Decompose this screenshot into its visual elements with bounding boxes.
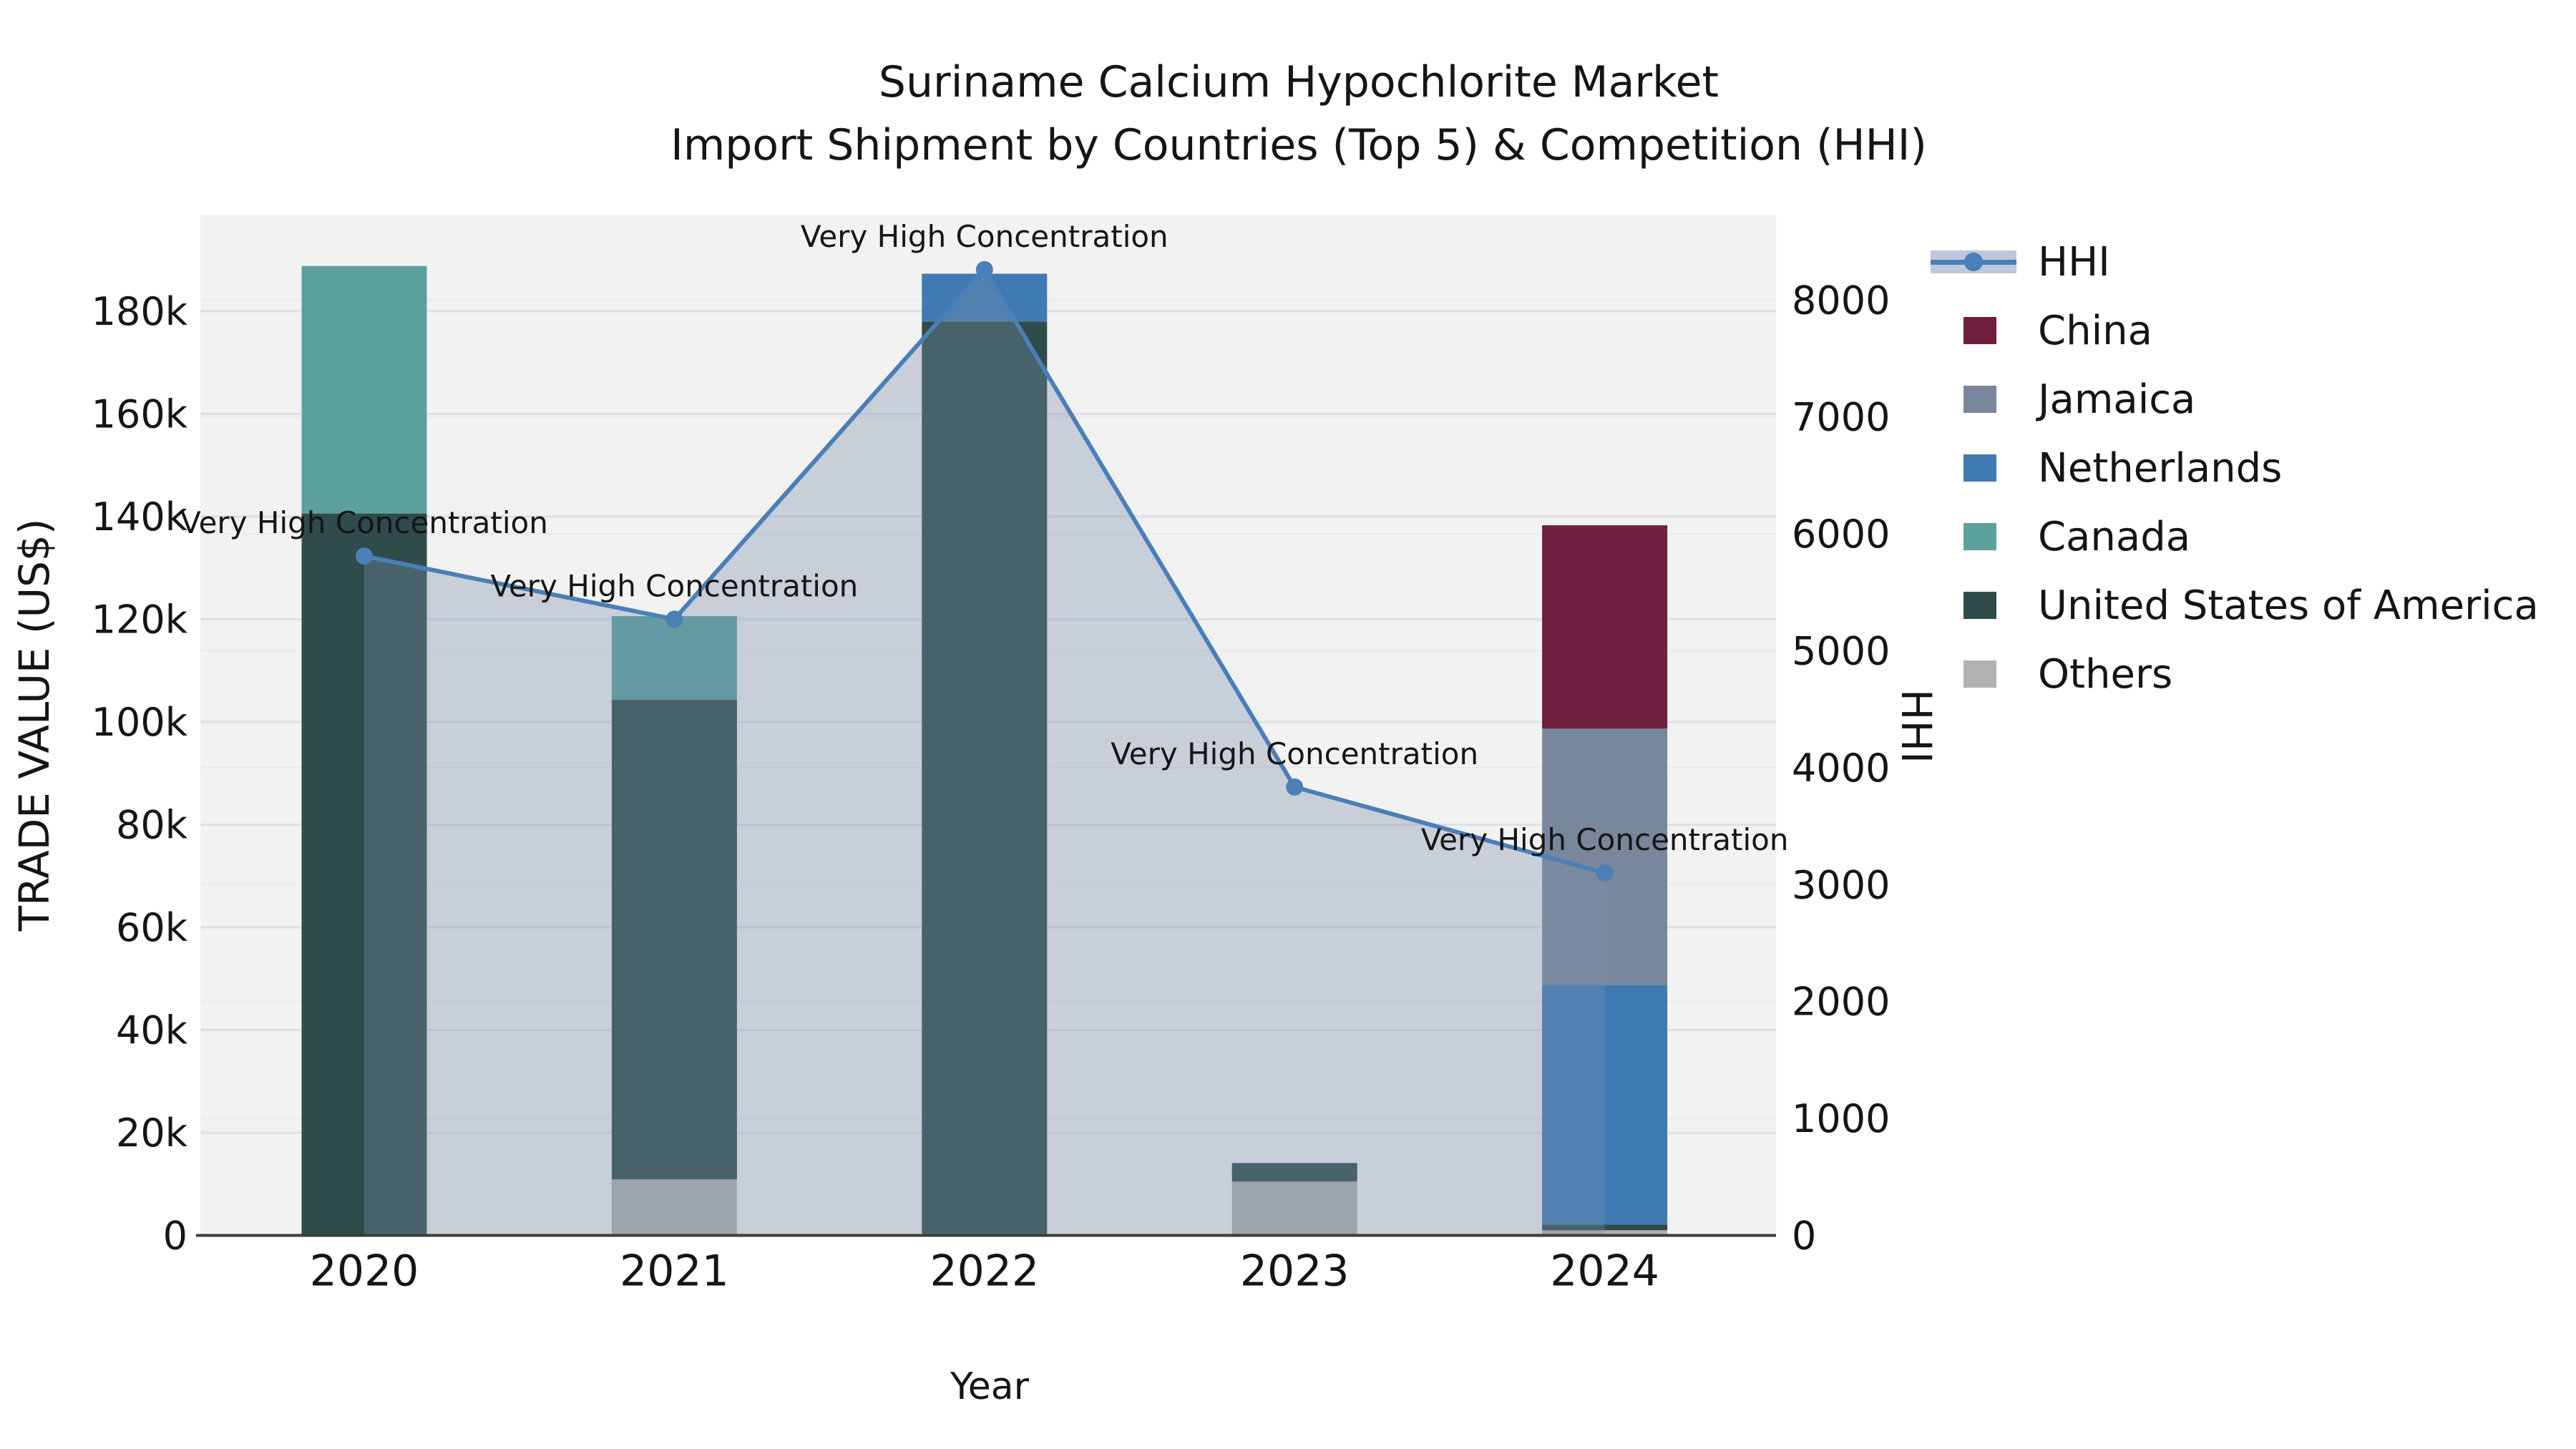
x-tick-label: 2024 [1550,1246,1659,1297]
bar-segment-china-2024 [1542,525,1668,729]
legend-label: Jamaica [2038,376,2196,423]
left-axis-title: TRADE VALUE (US$) [10,518,59,932]
left-tick-label: 180k [92,289,188,334]
bar-segment-netherlands-2024 [1542,985,1668,1225]
left-tick-label: 160k [92,391,188,436]
left-tick-label: 40k [116,1008,188,1053]
hhi-line-icon [1931,250,2031,273]
bar-segment-jamaica-2024 [1542,728,1668,985]
canada-swatch-icon [1963,523,1996,550]
bar-segment-united-states-of-america-2020 [301,513,427,1236]
legend-item-china: China [1931,296,2539,365]
x-axis-title: Year [950,1365,1030,1408]
annotation-2024: Very High Concentration [1421,822,1789,857]
x-tick-label: 2022 [930,1246,1039,1297]
right-tick-label: 4000 [1792,746,1890,791]
bar-segment-canada-2021 [611,616,737,701]
bar-segment-united-states-of-america-2023 [1231,1163,1357,1182]
right-tick-label: 6000 [1792,512,1890,557]
right-tick-label: 5000 [1792,628,1890,673]
right-tick-label: 3000 [1792,862,1890,907]
chart-title-line1: Suriname Calcium Hypochlorite Market [878,57,1719,107]
left-tick-label: 80k [116,802,188,847]
annotation-2022: Very High Concentration [801,219,1169,254]
x-tick-label: 2020 [310,1246,419,1297]
hhi-markers [356,260,1614,882]
left-tick-label: 100k [92,700,188,745]
chart-title-line2: Import Shipment by Countries (Top 5) & C… [670,120,1927,170]
bar-segment-others-2021 [611,1179,737,1236]
hhi-marker-2020 [356,547,373,565]
hhi-marker-2021 [665,610,683,628]
axis-tick-labels: 0 20k 40k 60k 80k 100k 120k 140k 160k 180k 0 1000 20… [92,278,1890,1296]
hhi-marker-2024 [1596,864,1614,882]
bar-segment-united-states-of-america-2024 [1542,1224,1668,1231]
legend-label: Others [2038,650,2173,698]
legend-item-usa: United States of America [1931,571,2539,640]
legend-label: United States of America [2038,582,2539,629]
left-tick-label: 20k [116,1111,188,1156]
legend-item-others: Others [1931,640,2539,708]
bar-segment-others-2024 [1542,1230,1668,1236]
annotation-2023: Very High Concentration [1111,736,1478,771]
right-tick-label: 8000 [1792,278,1890,323]
legend-item-canada: Canada [1931,502,2539,571]
legend-item-hhi: HHI [1931,228,2539,296]
legend-item-jamaica: Jamaica [1931,365,2539,434]
right-tick-label: 0 [1792,1214,1816,1259]
left-tick-label: 120k [92,597,188,642]
bar-segment-united-states-of-america-2022 [922,321,1048,1236]
netherlands-swatch-icon [1963,454,1996,482]
bar-segment-others-2023 [1231,1181,1357,1236]
hhi-marker-2023 [1286,778,1304,796]
right-tick-label: 2000 [1792,980,1890,1025]
usa-swatch-icon [1963,592,1996,619]
china-swatch-icon [1963,317,1996,344]
annotation-2021: Very High Concentration [491,568,859,603]
left-tick-label: 60k [116,905,188,950]
legend-label: Canada [2038,513,2191,560]
left-tick-label: 140k [92,494,188,540]
annotation-2020: Very High Concentration [180,505,548,540]
bar-segment-united-states-of-america-2021 [611,700,737,1180]
legend-label: HHI [2038,238,2110,286]
annotations: Very High Concentration Very High Concent… [180,219,1788,857]
bar-segment-canada-2020 [301,265,427,514]
legend-item-netherlands: Netherlands [1931,434,2539,502]
legend: HHI China Jamaica Netherlands Canada Uni… [1931,228,2539,708]
x-tick-label: 2023 [1240,1246,1350,1297]
right-tick-label: 7000 [1792,395,1890,440]
right-tick-label: 1000 [1792,1096,1890,1141]
hhi-marker-2022 [975,260,993,278]
left-tick-label: 0 [163,1214,187,1259]
legend-label: China [2038,307,2152,354]
legend-label: Netherlands [2038,444,2283,492]
jamaica-swatch-icon [1963,386,1996,413]
x-tick-label: 2021 [620,1246,729,1297]
hhi-area-fill [364,269,1605,1236]
others-swatch-icon [1963,660,1996,688]
